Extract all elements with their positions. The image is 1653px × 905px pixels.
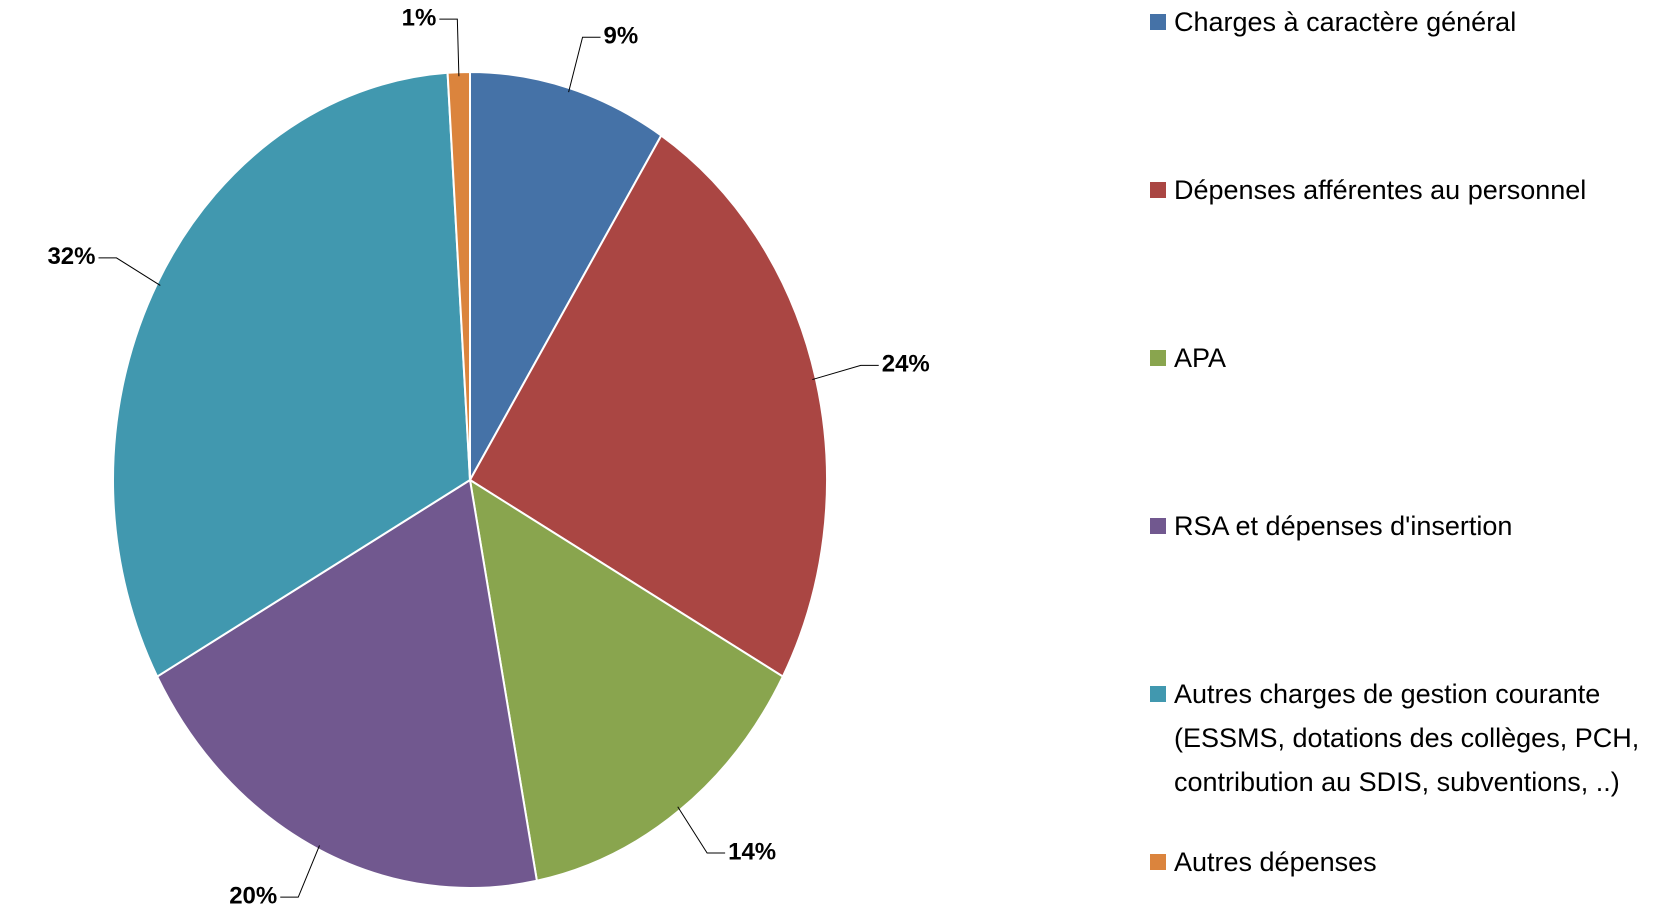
legend-item: APA [1150,336,1226,380]
legend-item: RSA et dépenses d'insertion [1150,504,1512,548]
legend-item: Autres charges de gestion courante (ESSM… [1150,672,1645,804]
leader-line [812,364,879,381]
data-label: 20% [229,883,277,905]
legend-swatch [1150,686,1166,702]
legend-swatch [1150,350,1166,366]
legend-swatch [1150,182,1166,198]
leader-line [677,806,726,854]
legend-label: Autres charges de gestion courante (ESSM… [1174,679,1640,797]
data-label: 14% [728,838,776,865]
leader-line [568,36,601,93]
leader-line [439,18,460,77]
legend-swatch [1150,854,1166,870]
legend-swatch [1150,14,1166,30]
data-label: 1% [402,5,437,32]
legend-label: APA [1174,343,1227,373]
data-label: 9% [604,23,639,50]
leader-line [98,257,161,286]
legend-label: Dépenses afférentes au personnel [1174,175,1587,205]
legend-item: Autres dépenses [1150,840,1377,884]
data-label: 32% [47,243,95,270]
data-label: 24% [882,351,930,378]
legend-swatch [1150,518,1166,534]
legend-label: RSA et dépenses d'insertion [1174,511,1513,541]
legend-item: Dépenses afférentes au personnel [1150,168,1586,212]
legend-label: Autres dépenses [1174,847,1377,877]
legend-label: Charges à caractère général [1174,7,1517,37]
legend-item: Charges à caractère général [1150,0,1516,44]
leader-line [280,845,320,898]
